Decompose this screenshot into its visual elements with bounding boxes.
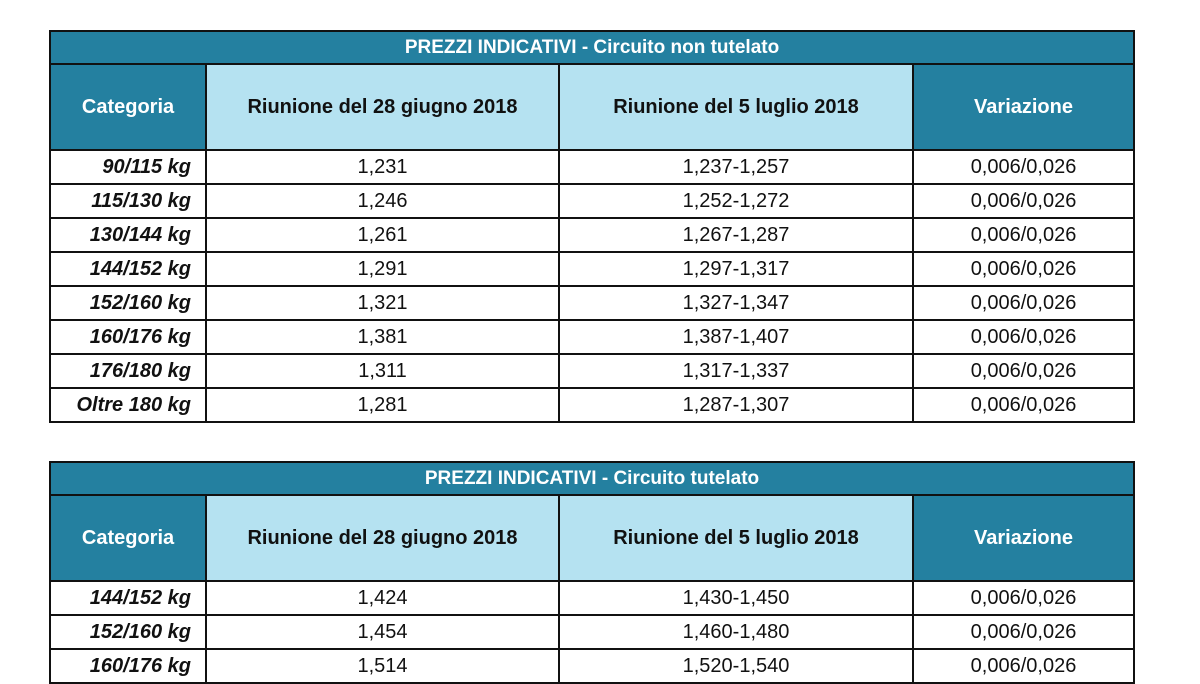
- value-cell: 1,317-1,337: [558, 353, 914, 389]
- category-cell: 176/180 kg: [49, 353, 207, 389]
- value-cell: 1,430-1,450: [558, 580, 914, 616]
- category-cell: 115/130 kg: [49, 183, 207, 219]
- value-cell: 1,297-1,317: [558, 251, 914, 287]
- value-cell: 1,287-1,307: [558, 387, 914, 423]
- header-variazione: Variazione: [911, 63, 1136, 151]
- category-cell: 160/176 kg: [49, 648, 207, 684]
- table-row: 160/176 kg 1,381 1,387-1,407 0,006/0,026: [49, 319, 1136, 355]
- table-title: PREZZI INDICATIVI - Circuito tutelato: [48, 461, 1136, 496]
- category-cell: 152/160 kg: [49, 614, 207, 650]
- value-cell: 1,281: [205, 387, 560, 423]
- value-cell: 0,006/0,026: [911, 149, 1136, 185]
- value-cell: 0,006/0,026: [911, 614, 1136, 650]
- value-cell: 0,006/0,026: [911, 285, 1136, 321]
- value-cell: 1,520-1,540: [558, 648, 914, 684]
- value-cell: 0,006/0,026: [911, 648, 1136, 684]
- table-row: 144/152 kg 1,424 1,430-1,450 0,006/0,026: [49, 580, 1136, 616]
- value-cell: 1,514: [205, 648, 560, 684]
- table-title: PREZZI INDICATIVI - Circuito non tutelat…: [48, 30, 1136, 65]
- table-row: 152/160 kg 1,454 1,460-1,480 0,006/0,026: [49, 614, 1136, 650]
- value-cell: 0,006/0,026: [911, 580, 1136, 616]
- category-cell: 152/160 kg: [49, 285, 207, 321]
- header-riunione-28-giugno: Riunione del 28 giugno 2018: [205, 63, 560, 151]
- value-cell: 1,267-1,287: [558, 217, 914, 253]
- value-cell: 0,006/0,026: [911, 183, 1136, 219]
- category-cell: 144/152 kg: [49, 580, 207, 616]
- category-cell: Oltre 180 kg: [49, 387, 207, 423]
- category-cell: 90/115 kg: [49, 149, 207, 185]
- value-cell: 0,006/0,026: [911, 319, 1136, 355]
- table-row: 115/130 kg 1,246 1,252-1,272 0,006/0,026: [49, 183, 1136, 219]
- value-cell: 1,424: [205, 580, 560, 616]
- value-cell: 1,237-1,257: [558, 149, 914, 185]
- category-cell: 144/152 kg: [49, 251, 207, 287]
- header-categoria: Categoria: [49, 63, 207, 151]
- header-riunione-28-giugno: Riunione del 28 giugno 2018: [205, 494, 560, 582]
- value-cell: 0,006/0,026: [911, 217, 1136, 253]
- value-cell: 1,381: [205, 319, 560, 355]
- value-cell: 1,454: [205, 614, 560, 650]
- value-cell: 1,246: [205, 183, 560, 219]
- value-cell: 1,460-1,480: [558, 614, 914, 650]
- header-row: Categoria Riunione del 28 giugno 2018 Riun…: [49, 63, 1136, 151]
- table-row: Oltre 180 kg 1,281 1,287-1,307 0,006/0,026: [49, 387, 1136, 423]
- value-cell: 1,252-1,272: [558, 183, 914, 219]
- header-riunione-5-luglio: Riunione del 5 luglio 2018: [558, 63, 914, 151]
- category-cell: 130/144 kg: [49, 217, 207, 253]
- value-cell: 1,321: [205, 285, 560, 321]
- table-row: 144/152 kg 1,291 1,297-1,317 0,006/0,026: [49, 251, 1136, 287]
- value-cell: 1,291: [205, 251, 560, 287]
- table-row: 152/160 kg 1,321 1,327-1,347 0,006/0,026: [49, 285, 1136, 321]
- header-riunione-5-luglio: Riunione del 5 luglio 2018: [558, 494, 914, 582]
- value-cell: 1,311: [205, 353, 560, 389]
- value-cell: 1,387-1,407: [558, 319, 914, 355]
- value-cell: 1,327-1,347: [558, 285, 914, 321]
- header-categoria: Categoria: [49, 494, 207, 582]
- value-cell: 1,261: [205, 217, 560, 253]
- price-table-non-tutelato: PREZZI INDICATIVI - Circuito non tutelat…: [48, 30, 1136, 423]
- header-variazione: Variazione: [911, 494, 1136, 582]
- table-row: 90/115 kg 1,231 1,237-1,257 0,006/0,026: [49, 149, 1136, 185]
- value-cell: 0,006/0,026: [911, 353, 1136, 389]
- value-cell: 1,231: [205, 149, 560, 185]
- price-table-tutelato: PREZZI INDICATIVI - Circuito tutelato Cat…: [48, 461, 1136, 684]
- header-row: Categoria Riunione del 28 giugno 2018 Riun…: [49, 494, 1136, 582]
- category-cell: 160/176 kg: [49, 319, 207, 355]
- value-cell: 0,006/0,026: [911, 387, 1136, 423]
- table-row: 176/180 kg 1,311 1,317-1,337 0,006/0,026: [49, 353, 1136, 389]
- table-row: 160/176 kg 1,514 1,520-1,540 0,006/0,026: [49, 648, 1136, 684]
- table-row: 130/144 kg 1,261 1,267-1,287 0,006/0,026: [49, 217, 1136, 253]
- value-cell: 0,006/0,026: [911, 251, 1136, 287]
